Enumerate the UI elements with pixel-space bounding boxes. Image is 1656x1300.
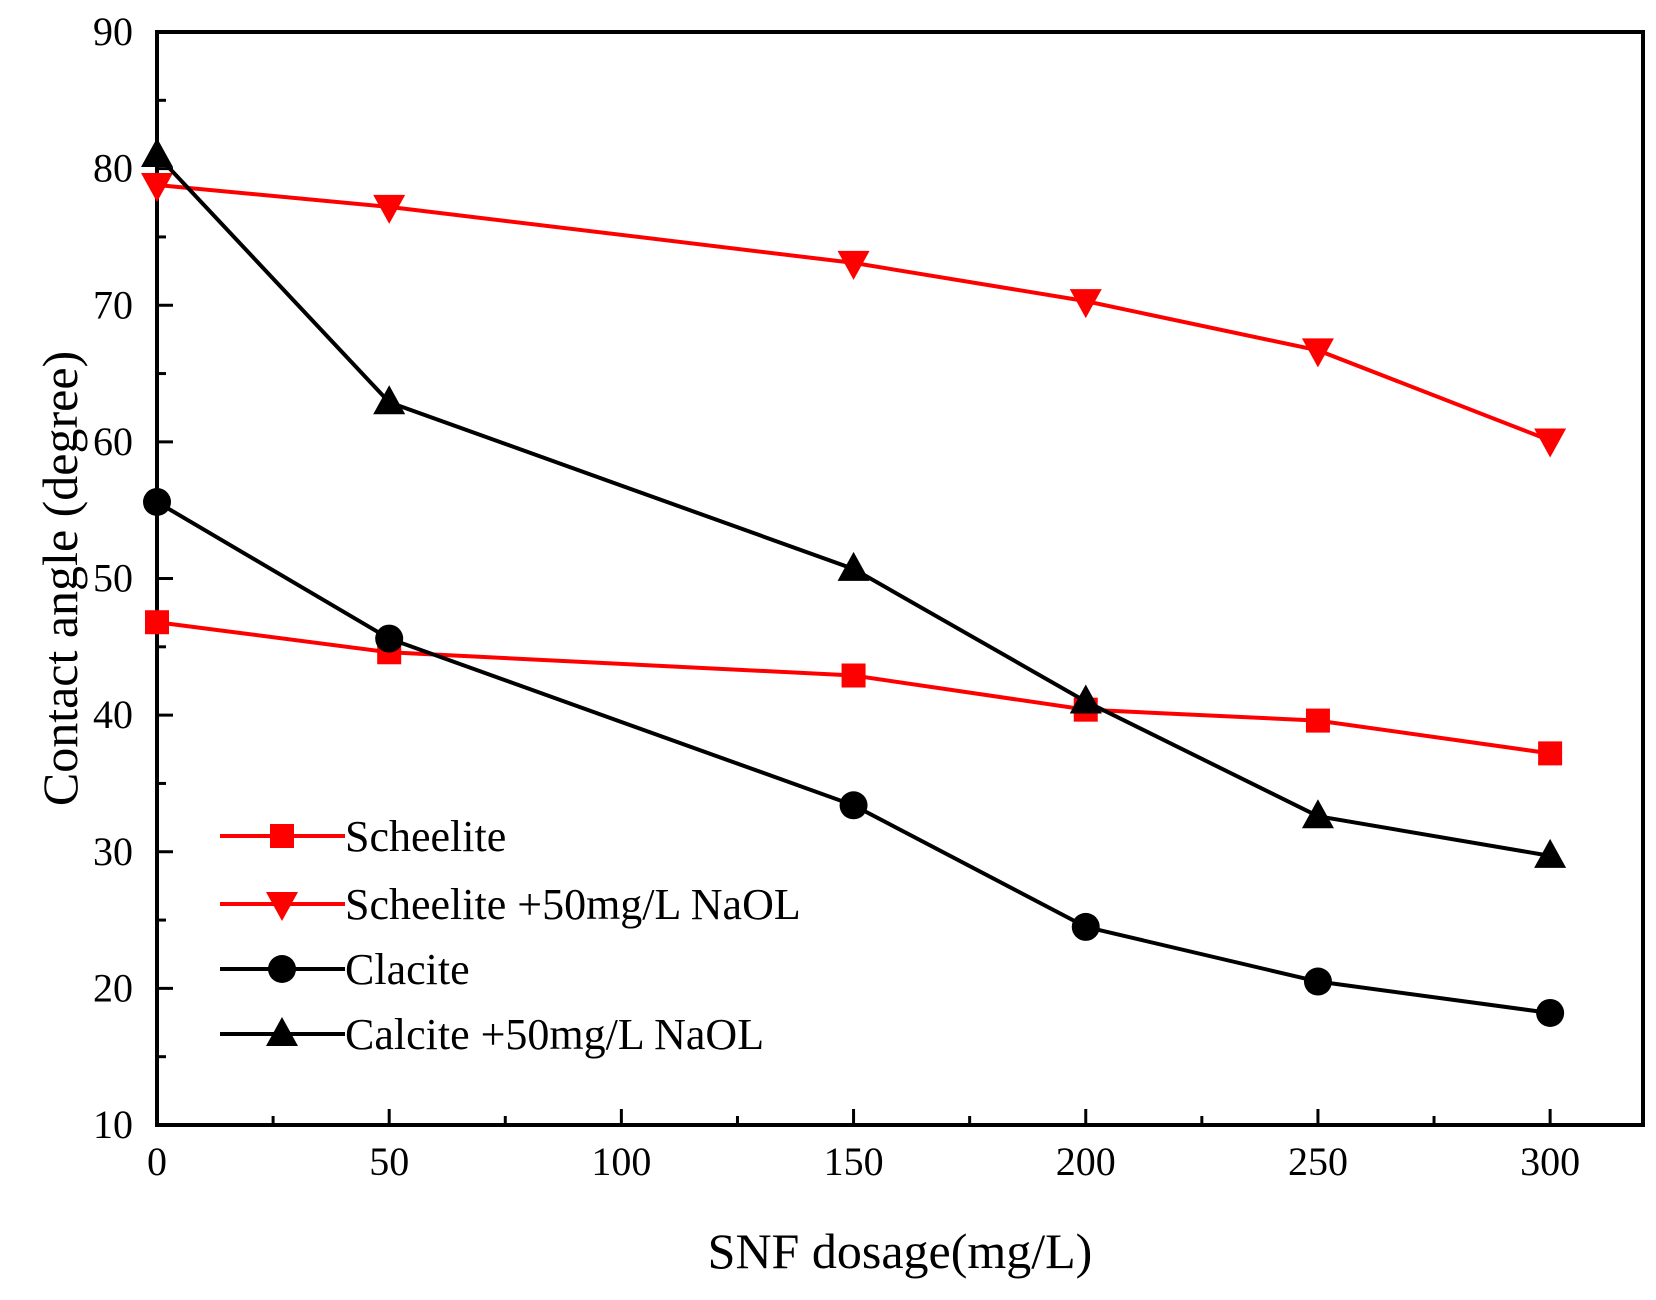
y-axis-title: Contact angle (degree) [32, 351, 88, 806]
series-0 [145, 610, 1563, 766]
series-3 [141, 137, 1567, 868]
x-tick-label: 250 [1288, 1139, 1348, 1184]
legend-marker [266, 1017, 298, 1046]
y-tick-label: 80 [93, 146, 133, 191]
x-tick-label: 200 [1056, 1139, 1116, 1184]
y-tick-label: 90 [93, 9, 133, 54]
legend-label: Scheelite +50mg/L NaOL [345, 880, 801, 929]
data-point [1534, 838, 1567, 868]
data-point [1301, 338, 1334, 368]
legend-marker [266, 892, 298, 921]
series-2 [143, 487, 1565, 1027]
legend-marker [270, 824, 294, 848]
data-point [375, 624, 404, 653]
data-point [373, 194, 406, 224]
legend-item: Scheelite [220, 812, 506, 861]
x-tick-label: 50 [369, 1139, 409, 1184]
legend-item: Scheelite +50mg/L NaOL [220, 880, 801, 929]
x-tick-label: 150 [824, 1139, 884, 1184]
x-tick-label: 300 [1520, 1139, 1580, 1184]
x-tick-label: 100 [591, 1139, 651, 1184]
series-line [156, 620, 1551, 756]
x-axis-title: SNF dosage(mg/L) [708, 1223, 1093, 1279]
data-point [1305, 708, 1330, 733]
series-line [156, 183, 1551, 443]
series-line [155, 500, 1551, 1015]
data-point [1069, 684, 1102, 714]
x-axis: 0 50 100 150 200 250 300 [147, 1109, 1580, 1184]
x-tick-label: 0 [147, 1139, 167, 1184]
data-point [841, 663, 866, 688]
data-point [141, 137, 173, 167]
y-tick-label: 70 [93, 282, 133, 327]
data-point [1534, 428, 1567, 458]
data-point [1069, 289, 1102, 319]
y-tick-label: 60 [93, 419, 133, 464]
series-line [155, 153, 1551, 858]
y-tick-label: 20 [93, 965, 133, 1010]
data-point [839, 791, 868, 820]
data-point [837, 250, 870, 280]
y-tick-label: 50 [93, 556, 133, 601]
legend-marker [268, 955, 296, 983]
legend-item: Calcite +50mg/L NaOL [220, 1010, 764, 1059]
data-point [1536, 998, 1565, 1027]
y-tick-label: 30 [93, 829, 133, 874]
data-point [1538, 741, 1563, 766]
legend-label: Calcite +50mg/L NaOL [345, 1010, 764, 1059]
data-point [143, 487, 171, 516]
data-point [373, 385, 406, 415]
legend-item: Clacite [220, 945, 470, 994]
data-point [141, 173, 173, 203]
y-tick-label: 10 [93, 1102, 133, 1147]
series-1 [141, 173, 1567, 458]
legend: Scheelite Scheelite +50mg/L NaOL Clacite Ca… [220, 812, 801, 1059]
y-axis: 10 20 30 40 50 60 70 80 90 [93, 9, 173, 1147]
data-point [1071, 912, 1100, 941]
y-tick-label: 40 [93, 692, 133, 737]
data-point [145, 610, 169, 635]
data-point [837, 551, 870, 581]
series-layer [141, 137, 1567, 1027]
data-point [1301, 799, 1334, 829]
legend-label: Scheelite [345, 812, 506, 861]
data-point [1303, 967, 1332, 996]
legend-label: Clacite [345, 945, 470, 994]
